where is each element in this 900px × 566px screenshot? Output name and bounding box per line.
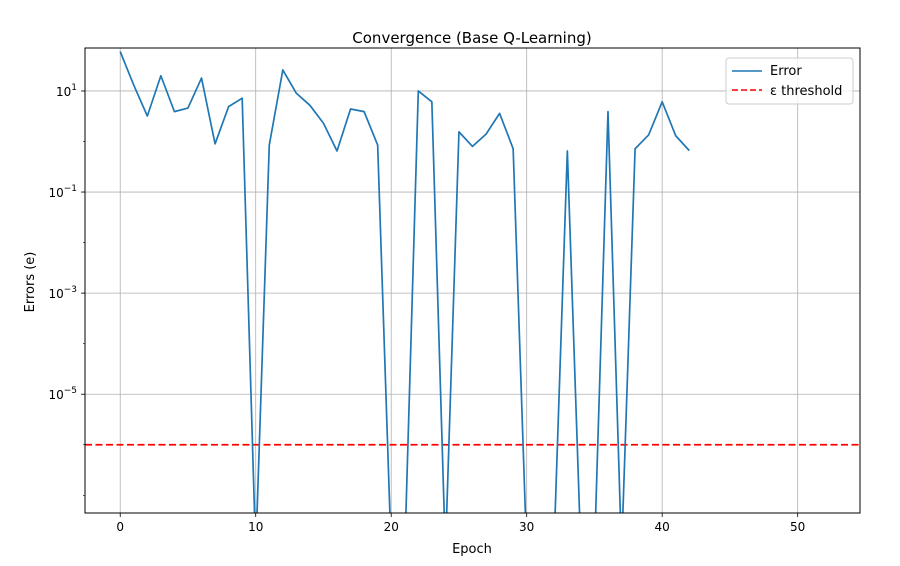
y-tick-label: 10−3	[48, 285, 77, 301]
x-tick-label: 0	[116, 520, 124, 534]
legend-error-label: Error	[770, 64, 802, 79]
plot-frame	[84, 47, 861, 514]
error-series-line	[119, 51, 690, 513]
x-axis-label: Epoch	[452, 542, 492, 557]
x-tick-label: 20	[384, 520, 399, 534]
x-tick-label: 30	[519, 520, 534, 534]
x-tick-label: 50	[790, 520, 805, 534]
x-tick-label: 40	[655, 520, 670, 534]
y-axis-label: Errors (e)	[23, 252, 38, 313]
plot-series	[85, 51, 860, 513]
y-tick-label: 101	[56, 83, 77, 99]
axis-ticks: 0 10 20 30 40 50 101 10−1 10−3 10−5	[48, 83, 805, 534]
legend: Error ε threshold	[725, 57, 854, 105]
chart-title: Convergence (Base Q-Learning)	[352, 29, 591, 47]
y-tick-label: 10−1	[48, 184, 77, 200]
legend-box	[725, 57, 854, 105]
x-tick-label: 10	[248, 520, 263, 534]
grid-lines	[85, 48, 860, 513]
y-tick-label: 10−5	[48, 386, 77, 402]
legend-threshold-label: ε threshold	[770, 84, 842, 99]
